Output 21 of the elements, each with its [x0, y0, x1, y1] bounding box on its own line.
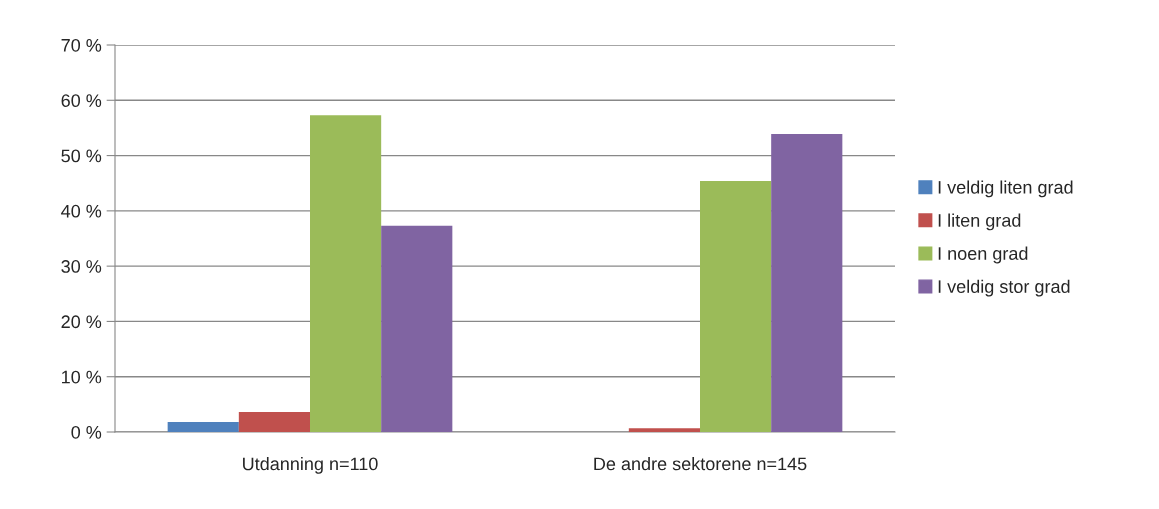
x-tick-label: De andre sektorene n=145	[594, 457, 807, 471]
x-tick-label: Utdanning n=110	[243, 457, 378, 474]
y-tick-label: 60 %	[61, 94, 102, 108]
y-tick-label: 70 %	[61, 38, 102, 52]
y-tick-label: 30 %	[61, 260, 102, 273]
legend-label: I noen grad	[938, 246, 1028, 264]
legend-label: I veldig stor grad	[938, 279, 1070, 297]
bar	[167, 422, 239, 432]
y-tick-label: 50 %	[61, 149, 102, 163]
legend-label: I veldig liten grad	[938, 180, 1073, 198]
bar	[238, 412, 310, 432]
y-tick-label: 10 %	[62, 370, 102, 384]
y-tick-label: 0 %	[71, 425, 102, 439]
bar	[310, 115, 382, 432]
bar	[381, 225, 453, 432]
y-tick-label: 40 %	[61, 204, 102, 218]
bar	[700, 181, 772, 432]
bar	[628, 428, 700, 432]
y-tick-label: 20 %	[61, 315, 102, 329]
legend-label: I liten grad	[938, 213, 1021, 231]
bar	[771, 134, 843, 432]
